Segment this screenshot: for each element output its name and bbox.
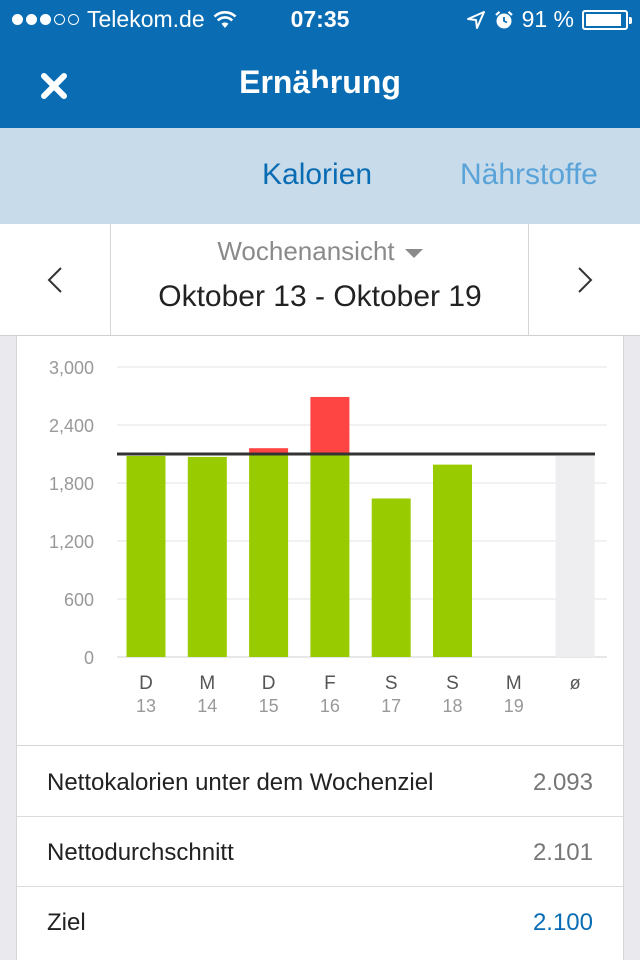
x-day-label: D	[139, 673, 153, 694]
over-goal-bar	[249, 448, 289, 454]
signal-strength-icon	[12, 14, 79, 25]
calorie-bar	[249, 454, 289, 657]
x-date-label: 15	[259, 696, 279, 716]
average-label: ø	[570, 673, 581, 693]
x-date-label: 18	[442, 696, 462, 716]
next-week-button[interactable]	[528, 224, 640, 335]
y-tick-label: 0	[84, 648, 94, 668]
previous-week-button[interactable]	[0, 224, 111, 335]
x-date-label: 17	[381, 696, 401, 716]
calorie-bar	[126, 455, 166, 657]
battery-icon	[582, 9, 632, 30]
status-right: 91 %	[466, 6, 632, 33]
y-tick-label: 600	[64, 590, 94, 610]
y-tick-label: 1,800	[49, 474, 94, 494]
close-button[interactable]	[30, 62, 78, 110]
status-bar: Telekom.de 07:35 91 %	[0, 0, 640, 40]
x-day-label: D	[262, 673, 276, 694]
date-range-label: Oktober 13 - Oktober 19	[158, 280, 482, 313]
location-arrow-icon	[466, 10, 485, 29]
tab-kalorien[interactable]: Kalorien	[262, 158, 373, 191]
view-mode-label: Wochenansicht	[217, 236, 395, 266]
x-date-label: 16	[320, 696, 340, 716]
summary-value: 2.093	[532, 769, 593, 796]
status-left: Telekom.de	[12, 6, 237, 33]
over-goal-bar	[310, 396, 350, 454]
tab-bar: Kalorien Nährstoffe	[0, 128, 640, 224]
x-date-label: 19	[504, 696, 524, 716]
weekly-calorie-chart: 3,000 2,400 1,800 1,200 600 0 D 13 M 14 D 15 F 16 S 17 S…	[17, 336, 623, 746]
alarm-clock-icon	[494, 10, 513, 28]
summary-value: 2.101	[532, 839, 593, 866]
tab-naehrstoffe[interactable]: Nährstoffe	[460, 158, 598, 191]
goal-value: 2.100	[532, 909, 593, 936]
clock: 07:35	[290, 6, 350, 32]
y-tick-label: 3,000	[49, 358, 94, 378]
summary-label: Ziel	[47, 909, 86, 936]
calorie-card: 3,000 2,400 1,800 1,200 600 0 D 13 M 14 D 15 F 16 S 17 S…	[16, 336, 624, 960]
week-selector: Wochenansicht Oktober 13 - Oktober 19	[0, 224, 640, 336]
x-day-label: S	[446, 673, 459, 694]
calorie-bar	[371, 498, 411, 657]
chevron-left-icon	[47, 266, 62, 293]
x-date-label: 13	[136, 696, 156, 716]
dropdown-arrow-icon	[404, 248, 423, 258]
summary-row-net-average: Nettodurchschnitt 2.101	[17, 817, 623, 887]
chevron-right-icon	[577, 266, 592, 293]
battery-percent: 91 %	[521, 6, 574, 32]
calorie-bar	[310, 454, 350, 657]
wifi-icon	[213, 10, 237, 28]
close-icon	[41, 73, 67, 99]
summary-row-weekly-goal: Nettokalorien unter dem Wochenziel 2.093	[17, 747, 623, 817]
x-date-label: 14	[197, 696, 217, 716]
x-day-label: M	[506, 673, 522, 694]
y-tick-label: 1,200	[49, 532, 94, 552]
view-mode-dropdown[interactable]: Wochenansicht	[111, 236, 529, 267]
navigation-bar: Ernährung	[0, 40, 640, 128]
summary-row-goal[interactable]: Ziel 2.100	[17, 887, 623, 957]
calorie-bar	[187, 456, 227, 657]
chart-svg: 3,0002,4001,8001,2006000D13M14D15F16S17S…	[49, 358, 607, 716]
x-day-label: F	[324, 673, 336, 694]
average-bar	[555, 455, 595, 657]
summary-label: Nettodurchschnitt	[47, 839, 234, 866]
nav-caret	[306, 88, 334, 100]
carrier-label: Telekom.de	[87, 6, 205, 32]
x-day-label: M	[199, 673, 215, 694]
calorie-bar	[433, 464, 472, 657]
x-day-label: S	[385, 673, 398, 694]
y-tick-label: 2,400	[49, 416, 94, 436]
summary-label: Nettokalorien unter dem Wochenziel	[47, 769, 434, 796]
